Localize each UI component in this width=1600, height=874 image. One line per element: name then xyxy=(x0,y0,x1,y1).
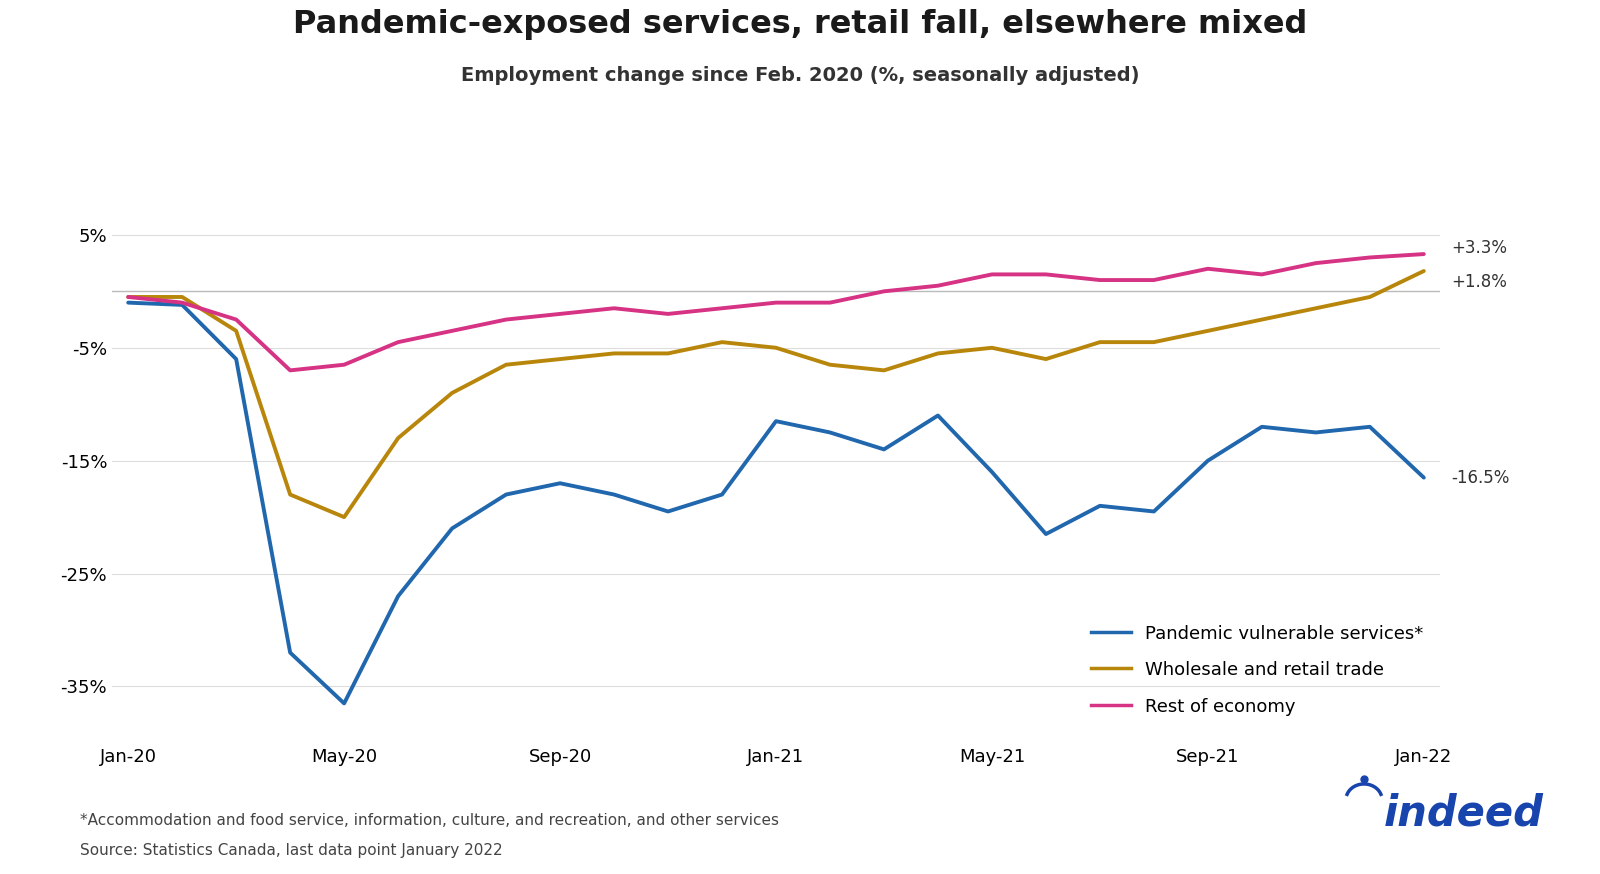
Text: +1.8%: +1.8% xyxy=(1451,274,1507,291)
Text: Source: Statistics Canada, last data point January 2022: Source: Statistics Canada, last data poi… xyxy=(80,843,502,858)
Legend: Pandemic vulnerable services*, Wholesale and retail trade, Rest of economy: Pandemic vulnerable services*, Wholesale… xyxy=(1085,618,1430,723)
Text: indeed: indeed xyxy=(1384,793,1544,835)
Text: *Accommodation and food service, information, culture, and recreation, and other: *Accommodation and food service, informa… xyxy=(80,813,779,828)
Text: +3.3%: +3.3% xyxy=(1451,239,1507,258)
Text: -16.5%: -16.5% xyxy=(1451,468,1509,487)
Text: Pandemic-exposed services, retail fall, elsewhere mixed: Pandemic-exposed services, retail fall, … xyxy=(293,9,1307,39)
Text: Employment change since Feb. 2020 (%, seasonally adjusted): Employment change since Feb. 2020 (%, se… xyxy=(461,66,1139,85)
